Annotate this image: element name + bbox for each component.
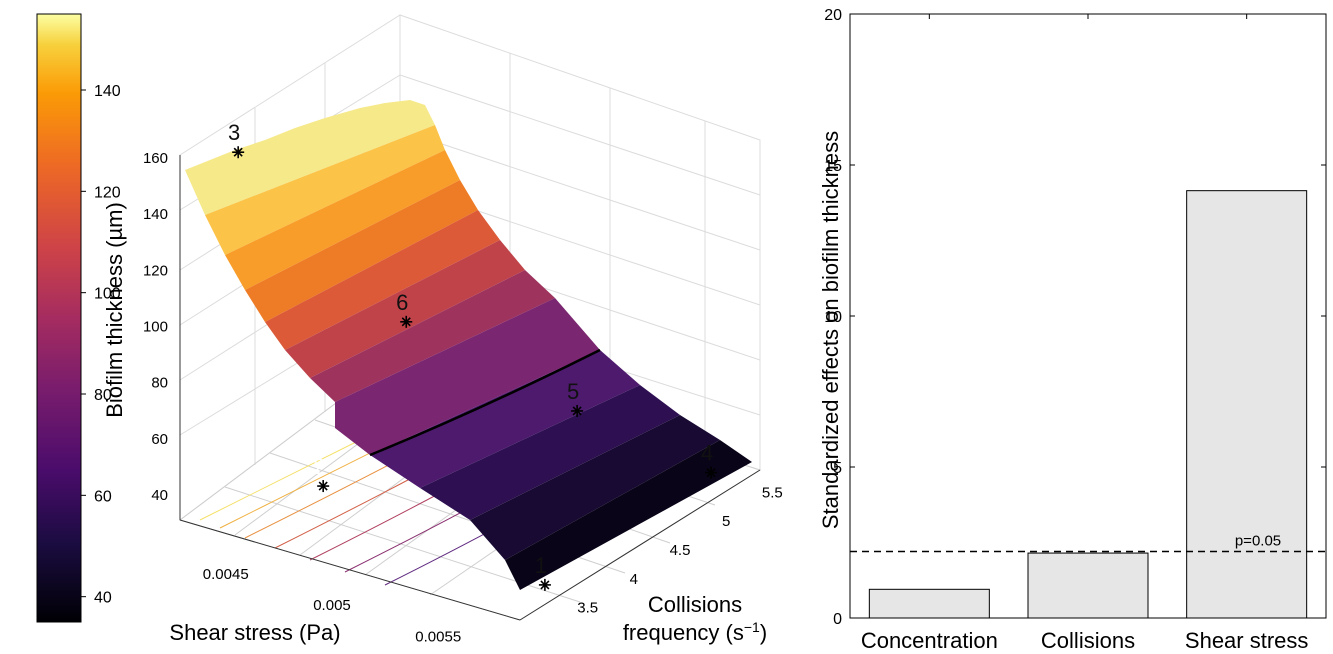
surface-band bbox=[205, 125, 445, 255]
bars bbox=[868, 190, 1308, 619]
bar-shear-stress bbox=[1186, 190, 1308, 619]
point-label-4: 4 bbox=[701, 441, 713, 466]
point-label-2: 2 bbox=[313, 454, 325, 479]
y-tick-label: 4 bbox=[630, 571, 638, 588]
colorbar-ticks: 40 60 80 100 120 140 bbox=[81, 83, 121, 607]
x-tick-label: 0.005 bbox=[313, 597, 351, 614]
surface-boundary bbox=[369, 348, 601, 457]
point-marker-3 bbox=[232, 146, 245, 159]
bar-x-label: Collisions bbox=[1041, 628, 1135, 653]
colorbar-tick-label: 80 bbox=[94, 387, 112, 404]
z-tick-label: 120 bbox=[143, 262, 168, 279]
bar-y-tick-label: 0 bbox=[833, 611, 842, 628]
bar-x-label: Shear stress bbox=[1185, 628, 1309, 653]
point-marker-2 bbox=[317, 480, 330, 493]
surface-band bbox=[265, 210, 500, 350]
surface-band bbox=[505, 440, 752, 590]
x-axis-title: Shear stress (Pa) bbox=[169, 620, 340, 645]
point-marker-6 bbox=[400, 315, 413, 328]
point-marker-5 bbox=[571, 404, 584, 417]
surface-points: 1 2 3 4 5 6 bbox=[228, 120, 718, 591]
colorbar-tick-label: 60 bbox=[94, 488, 112, 505]
y-axis-line bbox=[519, 469, 761, 621]
point-label-6: 6 bbox=[396, 290, 408, 315]
point-marker-1 bbox=[538, 578, 551, 591]
x-tick-label: 0.0045 bbox=[203, 566, 249, 583]
colorbar-tick-label: 140 bbox=[94, 83, 121, 100]
surface-band bbox=[185, 100, 435, 215]
bar-y-tick-label: 5 bbox=[833, 460, 842, 477]
point-label-1: 1 bbox=[535, 553, 547, 578]
surface bbox=[185, 100, 752, 590]
surface-band bbox=[285, 240, 525, 378]
point-marker-4 bbox=[705, 466, 718, 479]
colorbar: 40 60 80 100 120 140 bbox=[36, 13, 121, 623]
z-tick-label: 40 bbox=[151, 487, 168, 504]
colorbar-tick-label: 100 bbox=[94, 286, 121, 303]
surface-band bbox=[245, 180, 478, 322]
surface-ticks: 40 60 80 100 120 140 160 0.0045 0.005 0.0055 3.5 4 4… bbox=[143, 150, 783, 645]
point-label-5: 5 bbox=[567, 379, 579, 404]
bar-y-axis-title: Standardized effects on biofilm thicknes… bbox=[818, 131, 843, 529]
surface-band bbox=[370, 350, 640, 488]
z-tick-label: 80 bbox=[151, 375, 168, 392]
bar-chart: 0 5 10 15 20 p=0.05 Concentration Collisions S… bbox=[818, 7, 1327, 653]
threshold-label: p=0.05 bbox=[1235, 533, 1281, 550]
surface-band bbox=[310, 270, 555, 402]
surface-band bbox=[335, 298, 600, 455]
bar-y-ticks: 0 5 10 15 20 bbox=[824, 7, 1326, 628]
colorbar-tick-label: 120 bbox=[94, 184, 121, 201]
y-tick-label: 5.5 bbox=[762, 484, 783, 501]
y-tick-label: 4.5 bbox=[670, 542, 691, 559]
x-axis-line bbox=[179, 519, 521, 621]
x-tick-label: 0.0055 bbox=[415, 628, 461, 645]
surface-band bbox=[420, 385, 680, 520]
surface-band bbox=[225, 150, 460, 290]
surface-band bbox=[470, 415, 720, 560]
bar-x-labels: Concentration Collisions Shear stress bbox=[861, 14, 1309, 653]
y-tick-label: 3.5 bbox=[577, 600, 598, 617]
axes-lines bbox=[179, 155, 761, 621]
bar-y-tick-label: 20 bbox=[824, 7, 842, 24]
point-label-3: 3 bbox=[228, 120, 240, 145]
z-tick-label: 160 bbox=[143, 150, 168, 167]
bar-concentration bbox=[868, 588, 990, 619]
z-tick-label: 140 bbox=[143, 206, 168, 223]
bar-y-tick-label: 10 bbox=[824, 309, 842, 326]
bar-collisions bbox=[1027, 552, 1149, 619]
z-tick-label: 100 bbox=[143, 318, 168, 335]
bar-y-tick-label: 15 bbox=[824, 158, 842, 175]
y-tick-label: 5 bbox=[722, 513, 730, 530]
z-axis-title: Biofilm thickness (µm) bbox=[102, 202, 127, 418]
z-tick-label: 60 bbox=[151, 431, 168, 448]
surface-plot: 40 60 80 100 120 140 160 0.0045 0.005 0.0055 3.5 4 4… bbox=[102, 14, 783, 645]
colorbar-swatch bbox=[36, 13, 82, 623]
bar-x-label: Concentration bbox=[861, 628, 998, 653]
y-axis-title-line2: frequency (s−1) bbox=[623, 619, 767, 645]
colorbar-tick-label: 40 bbox=[94, 590, 112, 607]
y-axis-title-line1: Collisions bbox=[648, 592, 742, 617]
